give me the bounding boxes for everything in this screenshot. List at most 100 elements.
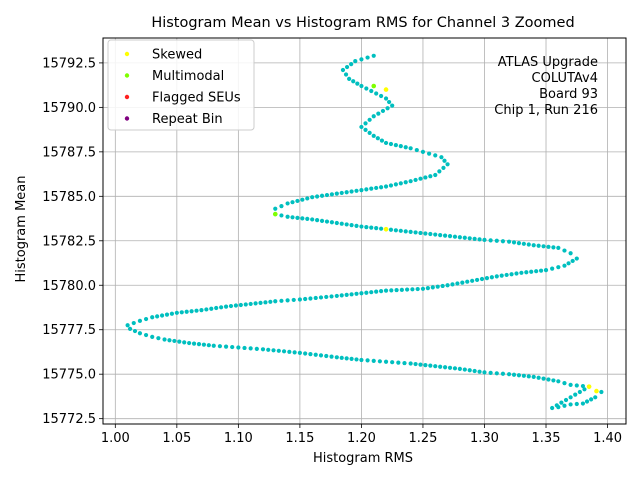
data-point — [290, 200, 295, 205]
data-point — [438, 232, 443, 238]
data-point — [344, 64, 350, 70]
data-point — [300, 216, 305, 221]
data-point — [511, 372, 517, 377]
data-point — [573, 392, 578, 397]
data-point — [390, 360, 395, 365]
data-point — [150, 315, 155, 320]
y-tick-label: 15782.5 — [42, 234, 96, 249]
data-point — [455, 281, 460, 286]
data-point — [472, 236, 477, 241]
legend-box — [107, 39, 255, 131]
legend-label: Repeat Bin — [152, 112, 223, 127]
data-point — [285, 201, 290, 206]
data-point — [364, 187, 369, 192]
x-tick-label: 1.05 — [162, 431, 191, 446]
data-point — [516, 241, 522, 246]
highlight-point — [594, 388, 599, 394]
x-tick-label: 1.20 — [347, 431, 376, 446]
data-point — [290, 215, 295, 220]
data-point — [439, 155, 444, 160]
data-point — [383, 359, 389, 364]
data-point — [554, 403, 559, 408]
data-point — [230, 344, 235, 350]
data-point — [383, 184, 389, 189]
x-tick-label: 1.25 — [408, 431, 437, 446]
data-point — [324, 353, 329, 359]
data-point — [428, 363, 433, 368]
data-point — [143, 332, 149, 338]
data-point — [388, 227, 394, 232]
data-point — [402, 360, 407, 366]
data-point — [387, 99, 392, 105]
data-point — [500, 239, 506, 244]
data-point — [334, 355, 339, 360]
data-point — [162, 337, 167, 342]
data-point — [462, 367, 467, 372]
highlight-point — [383, 87, 389, 92]
data-point — [428, 231, 433, 237]
data-point — [440, 283, 445, 289]
data-point — [184, 309, 189, 314]
legend-marker — [124, 51, 130, 57]
data-point — [174, 310, 179, 315]
data-point — [305, 216, 310, 221]
data-point — [276, 348, 281, 353]
data-point — [268, 299, 273, 304]
data-point — [506, 239, 512, 244]
data-point — [349, 356, 354, 361]
y-tick-label: 15790.0 — [42, 101, 96, 116]
data-point — [315, 218, 320, 223]
highlight-point — [383, 226, 389, 232]
data-point — [514, 271, 519, 276]
data-point — [344, 190, 349, 195]
data-point — [550, 405, 555, 411]
data-point — [236, 345, 241, 350]
data-point — [248, 301, 253, 307]
data-point — [538, 268, 544, 273]
data-point — [344, 356, 349, 361]
data-point — [364, 86, 369, 91]
data-point — [377, 359, 382, 364]
data-point — [408, 229, 413, 234]
y-axis-ticks: 15772.5 15775.0 15777.5 15780.0 15782.5 15785… — [42, 56, 103, 427]
data-point — [308, 352, 313, 357]
data-point — [324, 192, 330, 198]
data-point — [374, 226, 379, 231]
data-point — [593, 395, 598, 400]
data-point — [443, 365, 448, 370]
data-point — [363, 127, 368, 132]
data-point — [310, 195, 315, 200]
data-point — [447, 234, 453, 239]
data-point — [529, 269, 534, 274]
data-point — [334, 293, 339, 299]
data-point — [355, 81, 360, 86]
data-point — [521, 373, 526, 378]
data-point — [399, 287, 404, 292]
data-point — [150, 334, 155, 339]
data-point — [172, 338, 177, 344]
data-point — [408, 146, 413, 151]
data-point — [435, 284, 440, 289]
data-point — [359, 57, 364, 62]
data-point — [562, 380, 567, 386]
x-tick-label: 1.00 — [101, 431, 130, 446]
data-point — [568, 395, 573, 400]
data-point — [472, 368, 477, 374]
data-point — [189, 309, 194, 314]
data-point — [340, 67, 346, 73]
data-point — [499, 273, 504, 278]
data-point — [393, 228, 398, 233]
data-point — [364, 224, 369, 230]
data-point — [369, 290, 374, 295]
data-point — [310, 217, 315, 222]
data-point — [577, 389, 582, 395]
data-point — [556, 265, 561, 270]
data-point — [167, 338, 172, 343]
data-point — [509, 272, 514, 277]
data-point — [271, 348, 276, 353]
data-point — [442, 158, 447, 163]
data-point — [574, 383, 579, 388]
data-point — [534, 269, 539, 274]
data-point — [217, 344, 223, 349]
data-point — [504, 272, 509, 278]
